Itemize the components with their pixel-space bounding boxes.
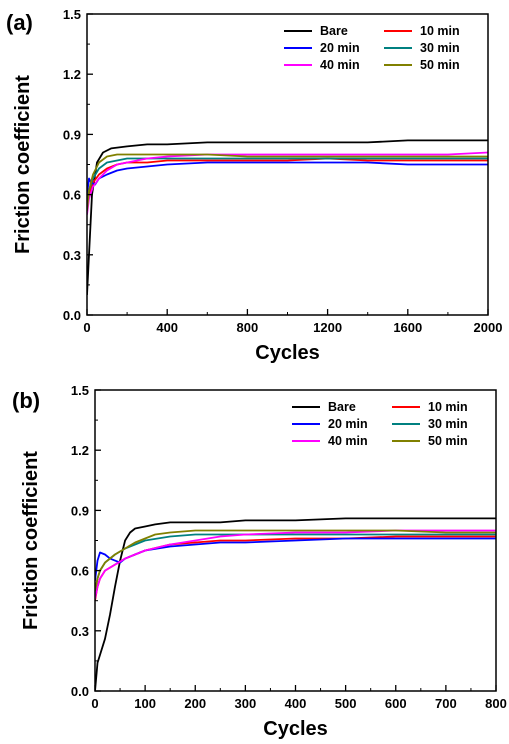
series-line-40-min bbox=[95, 529, 496, 599]
x-tick-label: 300 bbox=[235, 696, 257, 711]
y-tick-label: 0.6 bbox=[63, 188, 81, 203]
y-tick-label: 0.0 bbox=[63, 308, 81, 323]
chart-panel-b: (b) 0 100 200 300 400 500 600 700 800 0.0 0.3 0.6 0.9… bbox=[12, 383, 507, 740]
panel-label: (a) bbox=[6, 10, 33, 35]
x-tick-label: 600 bbox=[385, 696, 407, 711]
x-tick-label: 800 bbox=[485, 696, 507, 711]
legend-label: 40 min bbox=[320, 58, 360, 72]
y-tick-label: 0.6 bbox=[71, 564, 89, 579]
y-tick-label: 1.5 bbox=[63, 7, 81, 22]
series-line-20-min bbox=[95, 537, 496, 581]
legend-label: 30 min bbox=[428, 417, 468, 431]
x-tick-label: 0 bbox=[83, 320, 90, 335]
y-tick-label: 0.3 bbox=[71, 624, 89, 639]
legend-label: Bare bbox=[328, 400, 356, 414]
series-line-30-min bbox=[95, 533, 496, 591]
legend-label: 20 min bbox=[320, 41, 360, 55]
y-axis-title: Friction coefficient bbox=[12, 75, 34, 254]
x-tick-label: 800 bbox=[237, 320, 259, 335]
x-axis-title: Cycles bbox=[255, 342, 320, 364]
legend-label: 50 min bbox=[420, 58, 460, 72]
x-tick-label: 100 bbox=[134, 696, 156, 711]
legend-label: Bare bbox=[320, 24, 348, 38]
legend-label: 40 min bbox=[328, 434, 368, 448]
series-group bbox=[87, 139, 488, 295]
y-tick-label: 1.2 bbox=[71, 443, 89, 458]
x-tick-label: 400 bbox=[156, 320, 178, 335]
legend: Bare 10 min 20 min 30 min 40 min 50 min bbox=[292, 400, 468, 448]
x-tick-label: 2000 bbox=[474, 320, 503, 335]
x-tick-label: 1600 bbox=[393, 320, 422, 335]
x-tick-label: 1200 bbox=[313, 320, 342, 335]
y-tick-label: 0.3 bbox=[63, 248, 81, 263]
chart-panel-a: (a) 0 400 800 1200 1600 2000 0.0 0.3 0.6 0.9 1.2 1.5… bbox=[6, 7, 502, 364]
y-tick-label: 0.9 bbox=[71, 503, 89, 518]
x-tick-label: 0 bbox=[91, 696, 98, 711]
legend-label: 10 min bbox=[420, 24, 460, 38]
x-tick-label: 500 bbox=[335, 696, 357, 711]
legend-label: 20 min bbox=[328, 417, 368, 431]
y-tick-label: 1.5 bbox=[71, 383, 89, 398]
x-tick-label: 400 bbox=[285, 696, 307, 711]
legend-label: 10 min bbox=[428, 400, 468, 414]
y-tick-label: 0.9 bbox=[63, 127, 81, 142]
series-line-50-min bbox=[95, 529, 496, 591]
series-line-10-min bbox=[95, 535, 496, 601]
series-group bbox=[95, 517, 496, 691]
series-line-40-min bbox=[87, 151, 488, 215]
legend-label: 50 min bbox=[428, 434, 468, 448]
x-axis-title: Cycles bbox=[263, 718, 328, 740]
legend: Bare 10 min 20 min 30 min 40 min 50 min bbox=[284, 24, 460, 72]
y-axis-title: Friction coefficient bbox=[20, 451, 42, 630]
y-tick-label: 1.2 bbox=[63, 67, 81, 82]
series-line-50-min bbox=[87, 153, 488, 211]
series-line-bare bbox=[87, 139, 488, 295]
x-tick-label: 700 bbox=[435, 696, 457, 711]
x-tick-label: 200 bbox=[184, 696, 206, 711]
legend-label: 30 min bbox=[420, 41, 460, 55]
series-line-bare bbox=[95, 517, 496, 691]
series-line-30-min bbox=[87, 157, 488, 205]
y-tick-label: 0.0 bbox=[71, 684, 89, 699]
series-line-10-min bbox=[87, 157, 488, 205]
panel-label: (b) bbox=[12, 388, 40, 413]
series-line-20-min bbox=[87, 161, 488, 195]
